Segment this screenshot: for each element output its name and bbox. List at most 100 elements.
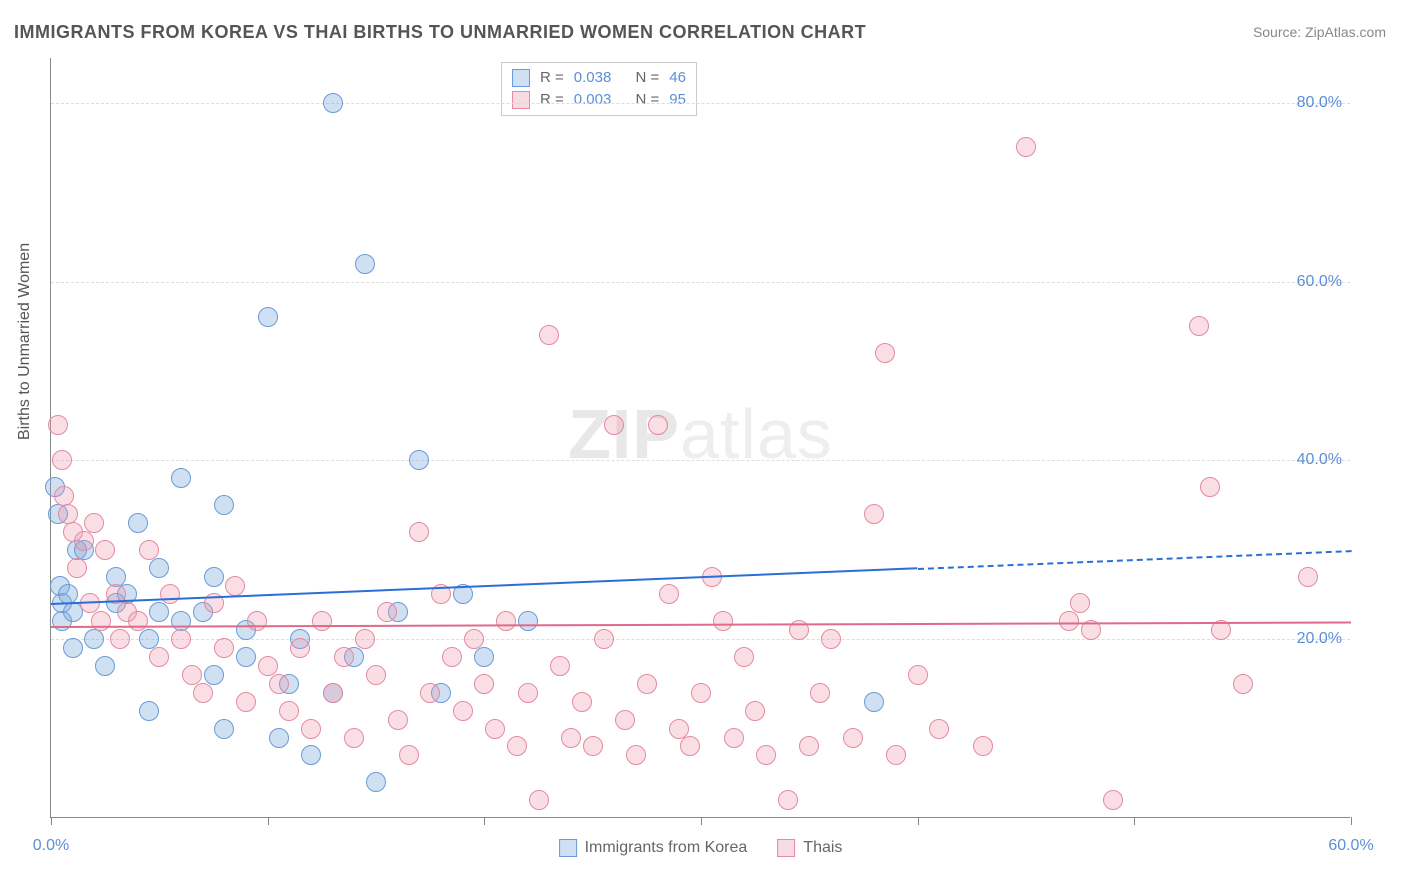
scatter-point	[95, 656, 115, 676]
scatter-point	[128, 513, 148, 533]
scatter-point	[474, 674, 494, 694]
scatter-point	[52, 450, 72, 470]
scatter-point	[171, 629, 191, 649]
scatter-point	[95, 540, 115, 560]
scatter-point	[409, 522, 429, 542]
scatter-point	[236, 692, 256, 712]
scatter-point	[279, 701, 299, 721]
scatter-point	[778, 790, 798, 810]
scatter-point	[74, 531, 94, 551]
scatter-point	[258, 307, 278, 327]
scatter-point	[485, 719, 505, 739]
swatch-korea-bottom	[559, 839, 577, 857]
scatter-point	[929, 719, 949, 739]
scatter-point	[539, 325, 559, 345]
scatter-point	[149, 558, 169, 578]
ytick-label: 60.0%	[1297, 273, 1342, 291]
scatter-point	[84, 629, 104, 649]
scatter-point	[442, 647, 462, 667]
gridline	[51, 282, 1350, 283]
scatter-point	[67, 558, 87, 578]
gridline	[51, 103, 1350, 104]
scatter-point	[247, 611, 267, 631]
n-label: N =	[635, 67, 659, 89]
scatter-point	[301, 719, 321, 739]
scatter-point	[680, 736, 700, 756]
chart-title: IMMIGRANTS FROM KOREA VS THAI BIRTHS TO …	[14, 22, 866, 43]
legend-row-korea: R = 0.038 N = 46	[512, 67, 686, 89]
xtick-mark	[1134, 817, 1135, 825]
r-value-thai: 0.003	[574, 89, 612, 111]
scatter-point	[529, 790, 549, 810]
scatter-point	[843, 728, 863, 748]
scatter-point	[171, 468, 191, 488]
scatter-point	[54, 486, 74, 506]
scatter-point	[713, 611, 733, 631]
scatter-point	[756, 745, 776, 765]
scatter-point	[128, 611, 148, 631]
scatter-point	[474, 647, 494, 667]
scatter-point	[204, 665, 224, 685]
scatter-point	[1233, 674, 1253, 694]
scatter-point	[810, 683, 830, 703]
scatter-point	[1298, 567, 1318, 587]
scatter-point	[594, 629, 614, 649]
scatter-point	[63, 638, 83, 658]
xtick-mark	[1351, 817, 1352, 825]
n-value-korea: 46	[669, 67, 686, 89]
scatter-point	[269, 674, 289, 694]
correlation-chart: IMMIGRANTS FROM KOREA VS THAI BIRTHS TO …	[0, 0, 1406, 892]
scatter-point	[355, 629, 375, 649]
ytick-label: 80.0%	[1297, 94, 1342, 112]
xtick-mark	[484, 817, 485, 825]
scatter-point	[269, 728, 289, 748]
scatter-point	[799, 736, 819, 756]
scatter-point	[182, 665, 202, 685]
scatter-point	[204, 567, 224, 587]
scatter-point	[236, 647, 256, 667]
scatter-point	[214, 719, 234, 739]
scatter-point	[626, 745, 646, 765]
legend-label: Thais	[803, 839, 842, 857]
scatter-point	[84, 513, 104, 533]
scatter-point	[659, 584, 679, 604]
ytick-label: 40.0%	[1297, 451, 1342, 469]
xtick-mark	[701, 817, 702, 825]
scatter-point	[301, 745, 321, 765]
r-value-korea: 0.038	[574, 67, 612, 89]
scatter-point	[1200, 477, 1220, 497]
trendline	[51, 568, 918, 606]
scatter-point	[139, 701, 159, 721]
scatter-point	[561, 728, 581, 748]
scatter-point	[409, 450, 429, 470]
trendline	[918, 550, 1351, 570]
scatter-point	[399, 745, 419, 765]
scatter-point	[366, 772, 386, 792]
y-axis-label: Births to Unmarried Women	[16, 243, 34, 440]
scatter-point	[1016, 137, 1036, 157]
xtick-label: 60.0%	[1328, 837, 1373, 855]
scatter-point	[1103, 790, 1123, 810]
scatter-point	[973, 736, 993, 756]
scatter-point	[734, 647, 754, 667]
scatter-point	[908, 665, 928, 685]
scatter-point	[724, 728, 744, 748]
scatter-point	[1070, 593, 1090, 613]
scatter-point	[875, 343, 895, 363]
scatter-point	[464, 629, 484, 649]
scatter-point	[355, 254, 375, 274]
gridline	[51, 460, 1350, 461]
scatter-point	[139, 629, 159, 649]
n-label: N =	[635, 89, 659, 111]
xtick-label: 0.0%	[33, 837, 69, 855]
scatter-point	[550, 656, 570, 676]
xtick-mark	[918, 817, 919, 825]
n-value-thai: 95	[669, 89, 686, 111]
scatter-point	[453, 701, 473, 721]
swatch-korea	[512, 69, 530, 87]
scatter-point	[58, 504, 78, 524]
scatter-point	[377, 602, 397, 622]
scatter-point	[1189, 316, 1209, 336]
scatter-point	[160, 584, 180, 604]
scatter-point	[323, 683, 343, 703]
